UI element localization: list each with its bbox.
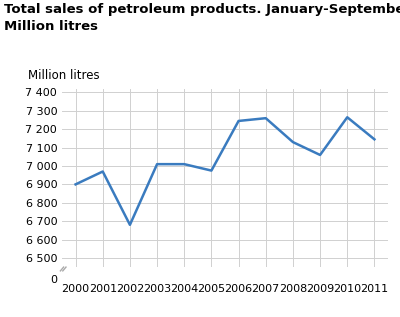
Text: Million litres: Million litres (28, 68, 99, 81)
Text: Total sales of petroleum products. January-September 2000-2011.
Million litres: Total sales of petroleum products. Janua… (4, 3, 400, 33)
